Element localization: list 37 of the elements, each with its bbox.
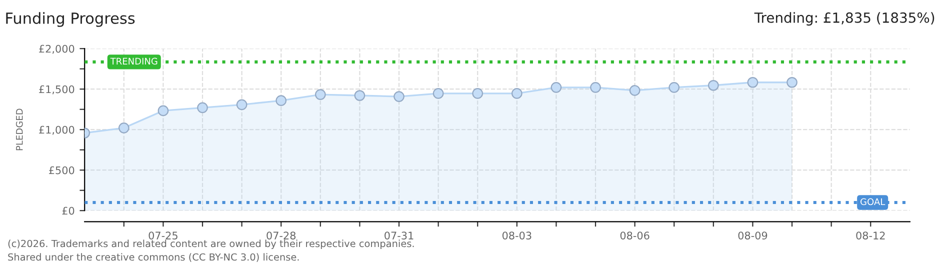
point (668, 82, 680, 93)
y-axis-title: PLEDGED (16, 108, 23, 150)
x-tick-label: 07-31 (384, 232, 414, 240)
point (236, 99, 248, 110)
point (197, 102, 208, 114)
point (590, 82, 601, 93)
point (394, 91, 404, 102)
point (314, 89, 326, 100)
chart-title: Funding Progress (6, 12, 135, 27)
point (786, 76, 798, 88)
point (276, 95, 287, 106)
point (550, 82, 562, 93)
point (629, 85, 640, 96)
y-tick-label: £2,000 (39, 44, 74, 54)
point (747, 76, 758, 88)
point (472, 88, 484, 99)
text: (c)2026. Trademarks and related content are owned by their respective companies. (8, 240, 414, 250)
text: Trending: £1,835 (1835%) (754, 12, 934, 26)
x-tick-label: 08-03 (502, 232, 532, 240)
x-tick-label: 08-09 (738, 232, 768, 240)
y-tick-label: £0 (62, 206, 74, 215)
point (708, 80, 719, 91)
x-tick-label: 07-28 (266, 232, 296, 240)
point (118, 122, 130, 134)
x-tick-label: 07-25 (148, 232, 178, 240)
text: Shared under the creative commons (CC BY-NC 3.0) license. (8, 253, 299, 262)
x-tick-label: 08-06 (620, 232, 650, 240)
y-tick-label: £500 (49, 166, 74, 174)
point (511, 88, 522, 99)
point (158, 105, 169, 116)
ref-line-label: GOAL (860, 198, 886, 206)
x-tick-label: 08-12 (856, 232, 885, 240)
y-tick-label: £1,500 (39, 85, 74, 94)
point (354, 90, 366, 101)
point (432, 88, 444, 99)
ref-line-label: TRENDING (110, 58, 158, 65)
y-tick-label: £1,000 (39, 126, 74, 135)
